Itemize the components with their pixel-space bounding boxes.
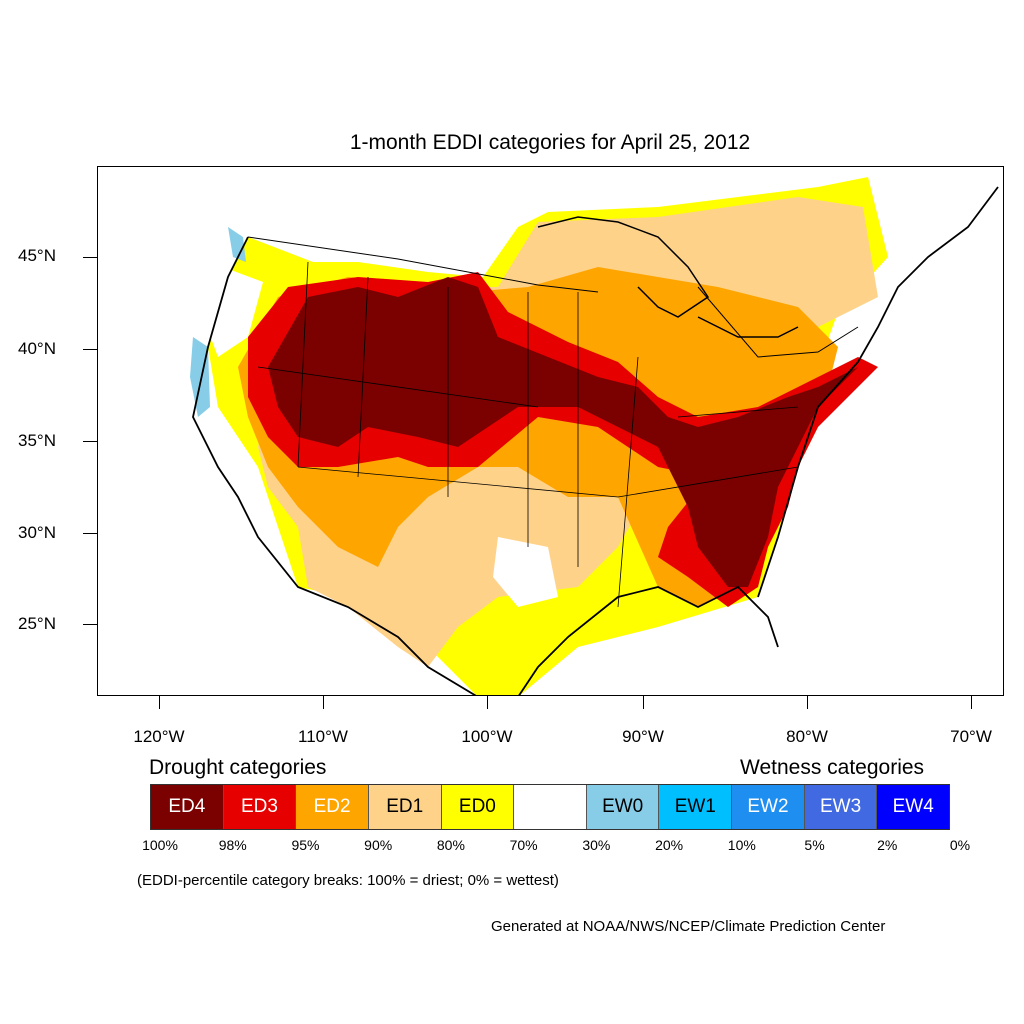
lon-tick <box>807 696 808 709</box>
lon-label-70: 70°W <box>950 727 992 746</box>
percent-break-label: 90% <box>364 837 393 853</box>
legend-swatch-ed0: ED0 <box>441 785 515 829</box>
legend-swatch-ed1: ED1 <box>368 785 442 829</box>
state-borders <box>257 261 799 608</box>
canada-border <box>247 236 859 358</box>
lon-tick <box>323 696 324 709</box>
wetness-heading: Wetness categories <box>740 756 925 779</box>
lon-tick <box>159 696 160 709</box>
normal-patch <box>493 537 558 607</box>
legend-swatch-ed2: ED2 <box>296 785 369 829</box>
drought-heading: Drought categories <box>149 756 327 779</box>
legend-swatch-normal <box>514 785 587 829</box>
normal-patch <box>203 267 263 357</box>
lat-label-25: 25°N <box>18 614 56 633</box>
category-note: (EDDI-percentile category breaks: 100% =… <box>137 872 559 889</box>
legend-swatch-ed4: ED4 <box>151 785 224 829</box>
lat-tick <box>83 257 97 258</box>
lon-label-120: 120°W <box>133 727 185 746</box>
legend-swatch-ew1: EW1 <box>659 785 733 829</box>
percent-break-label: 100% <box>142 837 178 853</box>
legend-swatch-ed3: ED3 <box>223 785 297 829</box>
percent-break-label: 10% <box>727 837 756 853</box>
wet-patch <box>228 227 246 262</box>
lon-label-80: 80°W <box>786 727 828 746</box>
percent-break-label: 0% <box>949 837 971 853</box>
ed4-region <box>268 277 858 587</box>
coastline <box>192 186 999 695</box>
lat-tick <box>83 624 97 625</box>
lon-tick <box>971 696 972 709</box>
percent-break-label: 70% <box>509 837 538 853</box>
percent-break-label: 98% <box>218 837 247 853</box>
lat-label-35: 35°N <box>18 431 56 450</box>
credit-line: Generated at NOAA/NWS/NCEP/Climate Predi… <box>491 918 886 935</box>
map-title: 1-month EDDI categories for April 25, 20… <box>349 131 751 154</box>
percent-break-label: 95% <box>291 837 320 853</box>
legend-swatch-ew0: EW0 <box>586 785 660 829</box>
lon-tick <box>487 696 488 709</box>
legend-colorbar: ED4 ED3 ED2 ED1 ED0 EW0 EW1 EW2 EW3 EW4 <box>150 784 950 830</box>
percent-break-label: 2% <box>877 837 898 853</box>
percent-break-label: 5% <box>804 837 825 853</box>
lon-tick <box>643 696 644 709</box>
percent-break-label: 80% <box>436 837 465 853</box>
lat-label-30: 30°N <box>18 523 56 542</box>
percent-break-label: 30% <box>582 837 611 853</box>
percent-break-label: 20% <box>655 837 684 853</box>
lat-label-45: 45°N <box>18 246 56 265</box>
lat-label-40: 40°N <box>18 339 56 358</box>
lon-label-90: 90°W <box>622 727 664 746</box>
legend-swatch-ew3: EW3 <box>804 785 878 829</box>
lon-label-100: 100°W <box>461 727 513 746</box>
eddi-map <box>190 177 999 695</box>
lon-label-110: 110°W <box>298 727 348 746</box>
lat-tick <box>83 349 97 350</box>
lat-tick <box>83 441 97 442</box>
legend-swatch-ew4: EW4 <box>877 785 950 829</box>
great-lakes <box>537 216 799 338</box>
legend-swatch-ew2: EW2 <box>732 785 805 829</box>
map-panel <box>97 166 1004 696</box>
lat-tick <box>83 533 97 534</box>
